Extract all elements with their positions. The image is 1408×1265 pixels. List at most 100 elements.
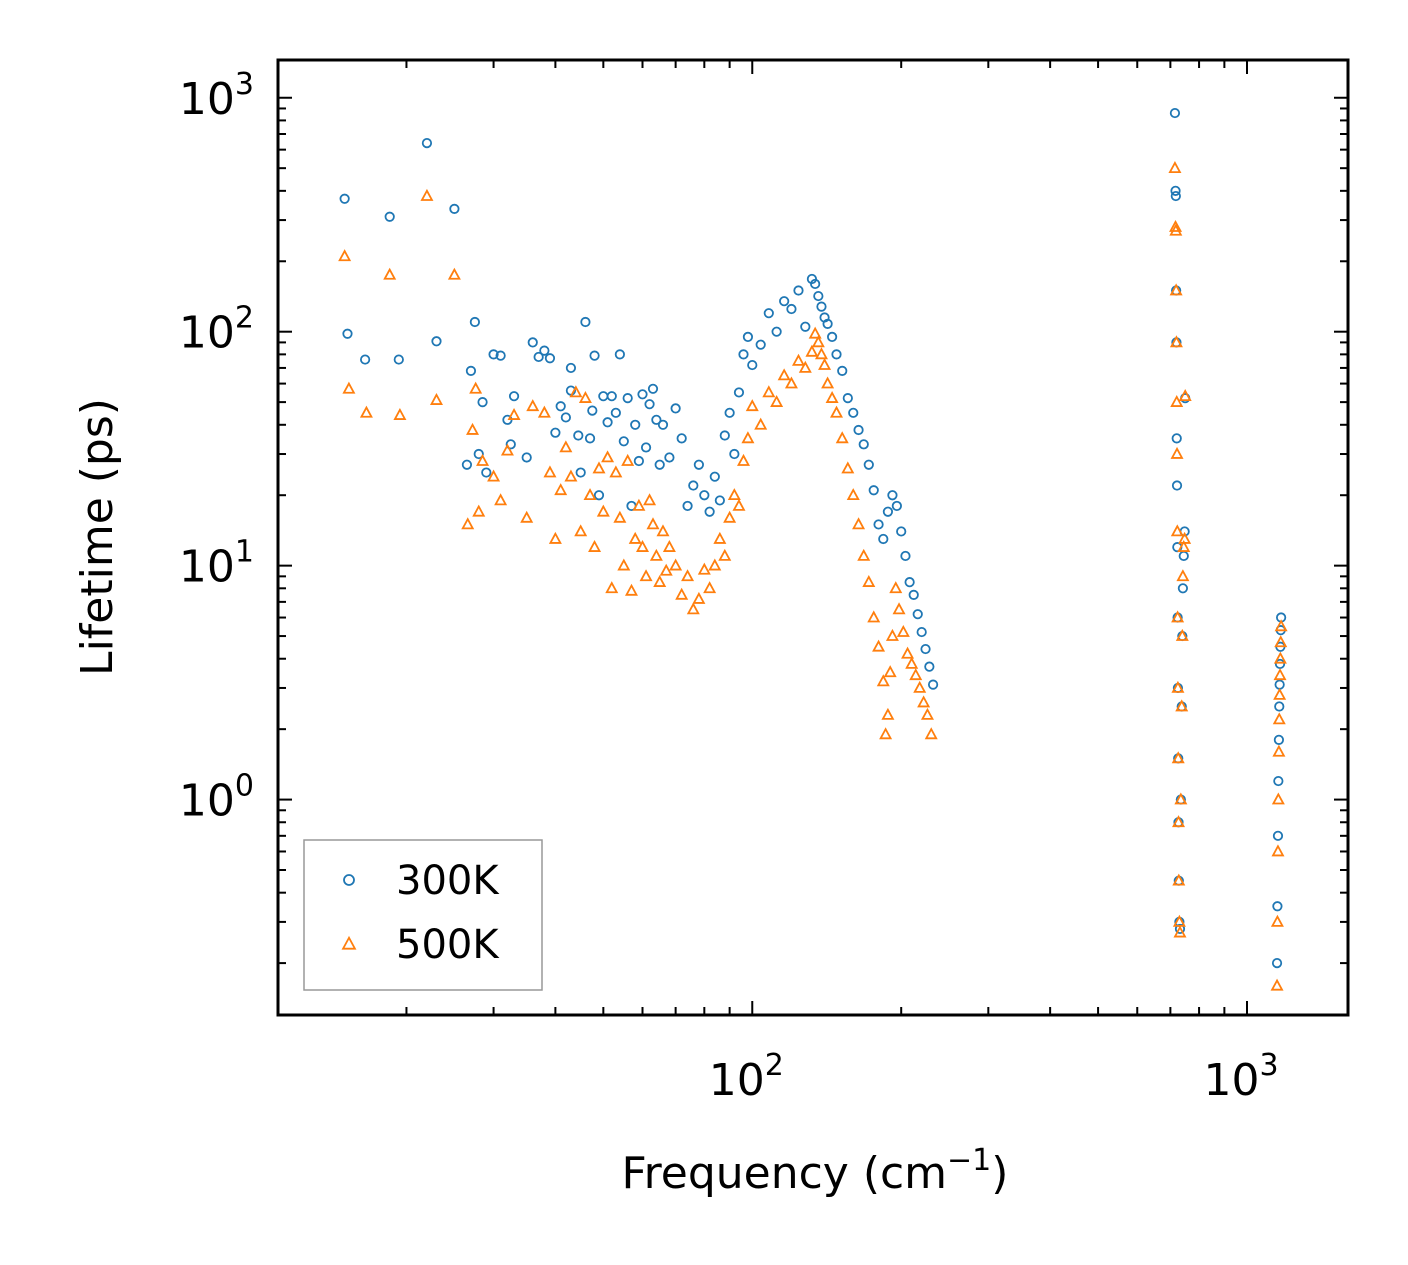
data-point [630, 419, 641, 430]
data-point [1172, 914, 1186, 927]
y-axis-label-text: Lifetime (ps) [72, 398, 123, 676]
y-tick-label-exp: 2 [235, 301, 254, 336]
data-point [449, 203, 460, 214]
axis-ticks [278, 60, 1348, 1015]
data-point [533, 351, 544, 363]
x-axis-label: Frequency (cm−1) [622, 1143, 1009, 1199]
data-point [583, 488, 597, 501]
data-point [589, 350, 600, 361]
data-point [584, 433, 596, 444]
data-point [848, 407, 859, 418]
data-point [741, 431, 755, 444]
data-point [1274, 619, 1288, 632]
data-point [742, 331, 754, 343]
data-point [800, 321, 811, 332]
data-point [1175, 699, 1189, 712]
data-point [777, 368, 791, 381]
x-tick-label-exp: 3 [1259, 1048, 1278, 1083]
data-point [520, 510, 534, 523]
x-tick-label: 103 [1203, 1048, 1278, 1106]
legend-marker [343, 874, 355, 886]
x-tick-label-exp: 2 [765, 1048, 784, 1083]
data-point [827, 331, 838, 343]
data-point [762, 385, 776, 398]
data-point [664, 452, 675, 463]
data-point [420, 188, 434, 201]
y-tick-label: 102 [179, 301, 254, 359]
data-point [575, 467, 586, 478]
data-point [393, 407, 407, 420]
data-point [461, 517, 475, 530]
data-point [881, 707, 895, 720]
data-point [891, 500, 902, 512]
plot-frame [276, 58, 1350, 1017]
data-point [421, 137, 433, 149]
data-point [628, 531, 642, 544]
data-point [481, 467, 492, 478]
data-point [896, 624, 910, 637]
data-point [636, 539, 650, 552]
data-point [573, 430, 584, 441]
data-point [837, 365, 848, 376]
data-point [917, 695, 931, 708]
data-point [465, 365, 477, 376]
data-point [912, 609, 923, 620]
data-point [1270, 914, 1284, 927]
data-point [924, 727, 938, 740]
data-point [495, 350, 506, 361]
data-point [1271, 844, 1285, 857]
data-point [786, 303, 797, 315]
data-point [578, 390, 592, 403]
data-point [901, 646, 915, 659]
data-point [632, 498, 646, 511]
data-point [1169, 107, 1181, 119]
data-point [1174, 792, 1188, 805]
data-point [841, 461, 855, 474]
data-point [878, 533, 889, 545]
data-point [709, 471, 720, 482]
data-point [1270, 978, 1284, 991]
data-point [593, 490, 605, 501]
data-point [488, 349, 499, 360]
data-point [1177, 539, 1191, 552]
data-point [461, 459, 473, 470]
data-point [466, 422, 480, 435]
y-axis-label: Lifetime (ps) [72, 398, 123, 676]
data-point [1272, 830, 1284, 841]
y-tick-label-base: 10 [179, 776, 235, 827]
x-tick-label-base: 10 [709, 1055, 765, 1106]
data-point [723, 510, 737, 523]
data-point [733, 387, 745, 398]
data-point [872, 639, 886, 652]
data-point [639, 569, 653, 582]
data-point [472, 504, 486, 517]
data-point [813, 290, 824, 302]
data-point [889, 581, 903, 594]
data-point [879, 727, 893, 740]
data-point [1274, 635, 1288, 648]
data-point [905, 656, 919, 669]
data-point [649, 548, 663, 561]
data-point [821, 376, 835, 389]
data-point [669, 558, 683, 571]
data-point [892, 602, 906, 615]
data-point [798, 360, 812, 373]
data-point [1169, 335, 1183, 348]
data-point [1170, 524, 1184, 537]
data-point [527, 337, 538, 348]
data-point [900, 550, 911, 562]
data-point [688, 480, 699, 491]
data-point [1171, 480, 1183, 491]
data-point [913, 680, 927, 693]
data-point [747, 359, 758, 371]
x-axis-label-close: ) [991, 1148, 1008, 1199]
data-point [818, 357, 832, 370]
data-point [610, 407, 621, 418]
y-tick-label: 101 [179, 535, 254, 593]
data-point [736, 453, 750, 466]
data-point [1273, 651, 1287, 664]
data-point [580, 316, 591, 328]
data-point [614, 349, 625, 360]
y-tick-label-base: 10 [179, 542, 235, 593]
data-point [908, 589, 919, 600]
